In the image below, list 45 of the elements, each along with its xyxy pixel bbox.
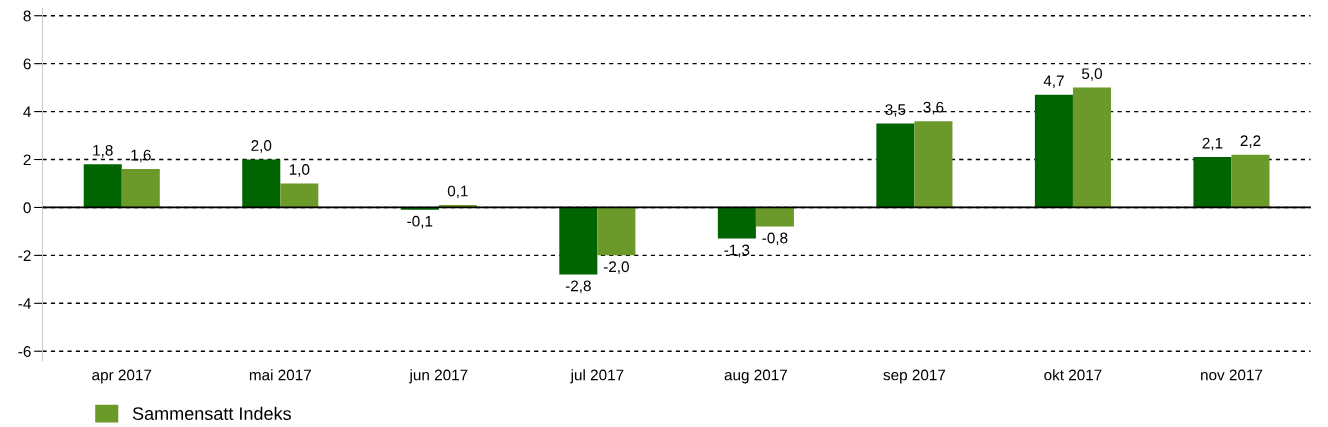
x-tick-label: jul 2017 (570, 369, 624, 384)
bar (755, 207, 794, 227)
data-label: 2,1 (1202, 137, 1223, 151)
y-tick-label: 6 (23, 58, 31, 70)
x-tick-label: apr 2017 (92, 369, 152, 384)
data-label: -0,8 (762, 232, 788, 246)
data-label: 3,5 (885, 104, 906, 117)
bar (280, 183, 319, 208)
data-label: -2,0 (603, 261, 629, 274)
data-label: -1,3 (724, 244, 750, 258)
y-tick-label: -6 (18, 346, 31, 357)
bar (121, 169, 160, 208)
bar (717, 207, 756, 239)
legend-label: Sammensatt Indeks (132, 406, 291, 420)
x-tick-label: nov 2017 (1201, 369, 1263, 381)
y-tick-label: 4 (23, 106, 31, 118)
data-label: 2,0 (251, 140, 272, 153)
bar (1193, 157, 1232, 208)
bar (83, 164, 122, 208)
bar (914, 121, 953, 208)
x-tick-label: mai 2017 (249, 369, 311, 381)
y-tick-label: 0 (23, 202, 31, 214)
data-label: 1,0 (289, 164, 310, 177)
y-tick-label: 2 (23, 154, 31, 166)
y-tick-label: -2 (18, 250, 31, 261)
bar (1034, 94, 1073, 208)
data-label: 1,8 (93, 144, 113, 158)
bar (559, 207, 598, 275)
bar (242, 159, 281, 208)
y-tick-label: -4 (18, 298, 31, 309)
x-tick-label: aug 2017 (724, 369, 787, 384)
data-label: -0,1 (407, 215, 433, 229)
x-tick-label: sep 2017 (883, 369, 946, 384)
bar (876, 123, 915, 208)
y-tick-label: 8 (23, 10, 31, 22)
bar (1231, 154, 1270, 208)
data-label: -2,8 (565, 280, 591, 294)
x-tick-label: jun 2017 (409, 369, 468, 384)
data-label: 5,0 (1081, 68, 1102, 81)
x-tick-label: okt 2017 (1044, 369, 1102, 381)
data-label: 4,7 (1043, 75, 1064, 89)
data-label: 0,1 (447, 185, 468, 199)
data-label: 2,2 (1240, 135, 1261, 148)
bar (597, 207, 636, 256)
bar (1072, 87, 1111, 208)
